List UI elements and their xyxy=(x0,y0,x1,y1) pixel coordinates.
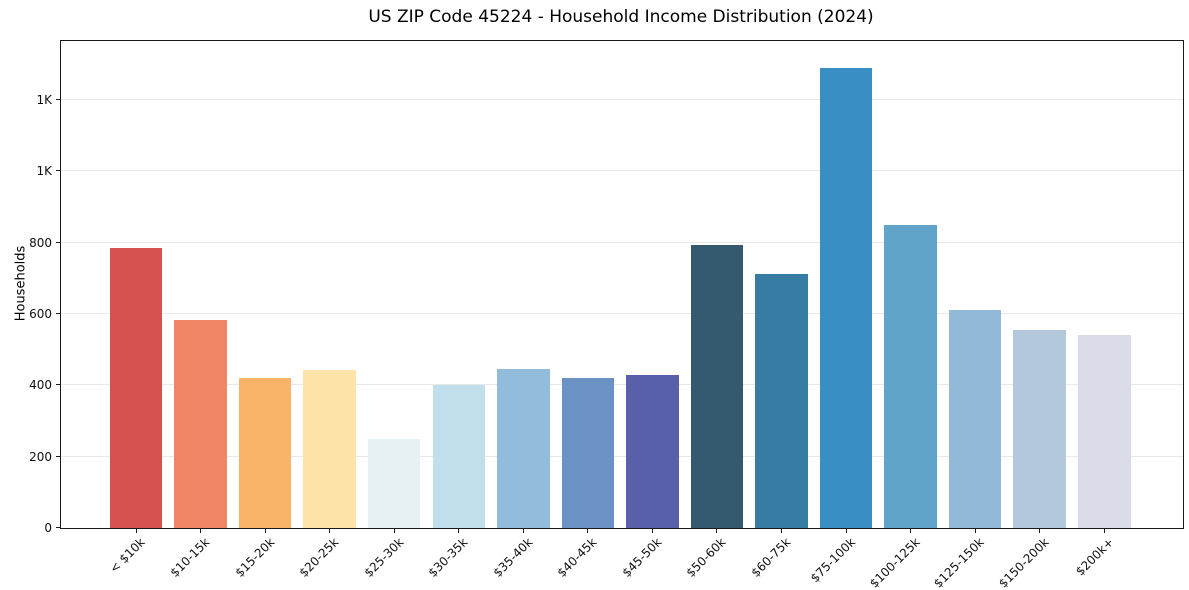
bar xyxy=(432,385,485,528)
x-tick-mark xyxy=(264,529,266,533)
bar xyxy=(819,67,873,528)
x-tick-mark xyxy=(845,529,847,533)
x-tick-mark xyxy=(522,529,524,533)
gridline xyxy=(61,312,1183,314)
y-tick-label: 600 xyxy=(29,306,52,321)
x-tick-mark xyxy=(781,529,782,533)
bar xyxy=(303,369,356,528)
x-tick-mark xyxy=(393,529,395,533)
x-tick-label-text: < $10k xyxy=(107,535,148,576)
y-axis-label: Households xyxy=(12,40,30,527)
y-tick-label: 0 xyxy=(44,521,52,535)
x-tick-mark xyxy=(458,529,460,533)
gridline xyxy=(61,241,1183,243)
x-tick-label-text: $100-125k xyxy=(866,535,923,590)
x-tick-mark xyxy=(1039,529,1041,533)
x-tick-label-text: $125-150k xyxy=(931,535,987,590)
x-tick-mark xyxy=(329,529,331,533)
y-tick-mark xyxy=(56,312,60,314)
x-tick-label-text: $60-75k xyxy=(748,535,794,580)
x-tick-mark xyxy=(587,529,589,533)
x-tick-mark xyxy=(1103,529,1105,533)
y-tick-mark xyxy=(56,527,60,528)
x-tick-label-text: $35-40k xyxy=(490,535,536,580)
x-tick-label-text: $25-30k xyxy=(361,535,407,580)
gridline xyxy=(61,384,1183,386)
y-tick-mark xyxy=(56,98,60,100)
gridline xyxy=(61,98,1183,100)
x-tick-mark xyxy=(651,529,653,533)
x-tick-label-text: $50-60k xyxy=(683,535,729,580)
bar xyxy=(1078,335,1131,528)
y-tick-label: 800 xyxy=(29,235,52,250)
bar xyxy=(884,225,937,528)
y-tick-mark xyxy=(56,241,60,243)
bar xyxy=(948,309,1002,528)
x-tick-mark xyxy=(716,529,718,533)
bar xyxy=(1013,330,1066,528)
y-tick-mark xyxy=(56,384,60,386)
bar xyxy=(367,438,421,528)
y-tick-mark xyxy=(56,170,60,172)
bar xyxy=(690,245,744,528)
gridline xyxy=(61,170,1183,172)
x-tick-label-text: $150-200k xyxy=(995,535,1052,590)
x-tick-label-text: $200k+ xyxy=(1072,535,1117,579)
bar xyxy=(626,375,679,528)
x-tick-mark xyxy=(135,529,137,533)
y-tick-label: 1K xyxy=(36,164,52,179)
bar xyxy=(174,320,227,528)
gridline xyxy=(61,455,1183,457)
x-tick-label-text: $40-45k xyxy=(554,535,600,580)
y-tick-label: 400 xyxy=(29,378,52,393)
bar xyxy=(561,378,615,528)
x-tick-label-text: $45-50k xyxy=(619,535,665,580)
x-tick-mark xyxy=(200,529,202,533)
y-tick-label: 1K xyxy=(36,92,52,107)
y-tick-label: 200 xyxy=(29,449,52,464)
x-tick-label-text: $10-15k xyxy=(167,535,213,580)
chart-title: US ZIP Code 45224 - Household Income Dis… xyxy=(368,7,874,27)
x-tick-mark xyxy=(974,529,976,533)
x-tick-label-text: $75-100k xyxy=(807,535,858,586)
x-tick-label-text: $20-25k xyxy=(296,535,342,580)
bar xyxy=(755,273,808,528)
plot-area: 0 200 400 600 800 1K 1K < $10k $10-15k $15-20k $20… xyxy=(29,40,1184,590)
y-axis-label-text: Households xyxy=(13,245,29,322)
x-tick-label-text: $30-35k xyxy=(425,535,471,580)
bar xyxy=(109,247,163,528)
x-tick-mark xyxy=(910,529,912,533)
bar xyxy=(238,378,292,528)
x-tick-label-text: $15-20k xyxy=(232,535,277,580)
y-tick-mark xyxy=(56,455,60,457)
bar xyxy=(497,369,550,528)
